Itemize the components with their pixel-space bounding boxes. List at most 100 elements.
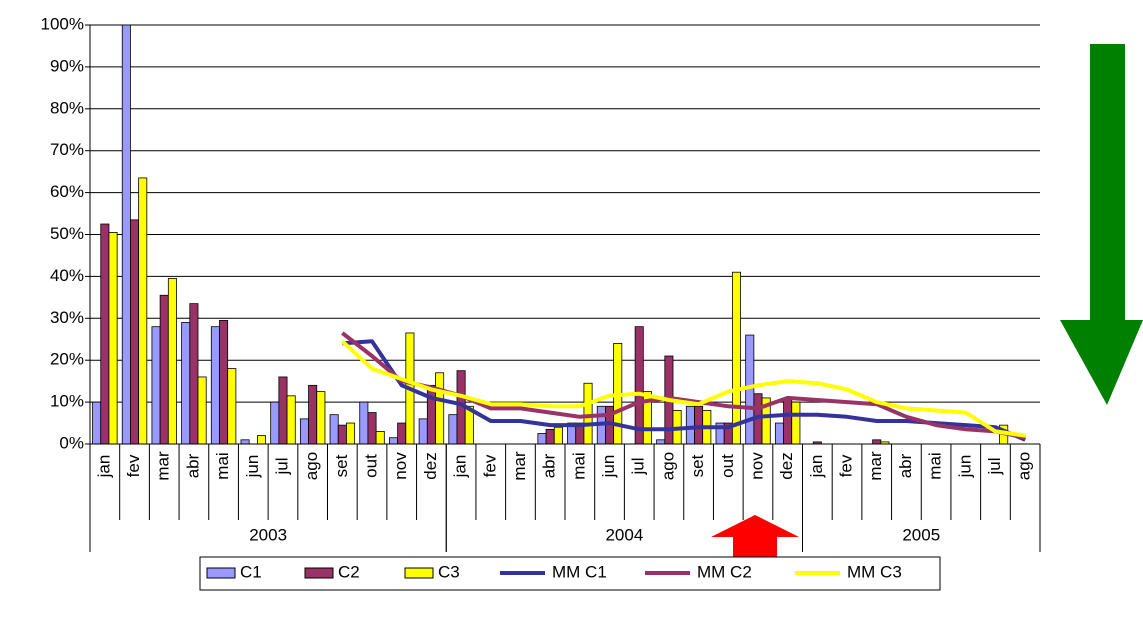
y-tick-label: 30%	[50, 308, 84, 327]
bar	[545, 428, 555, 445]
legend-label: MM C3	[847, 562, 902, 581]
bar	[189, 303, 199, 445]
x-tick-label: jul	[629, 457, 648, 475]
bar	[210, 326, 220, 445]
bar	[197, 376, 207, 445]
x-tick-label: jan	[451, 455, 470, 479]
bar	[583, 382, 593, 445]
x-tick-label: abr	[896, 453, 915, 478]
bar	[389, 437, 399, 445]
x-tick-label: nov	[747, 452, 766, 480]
x-tick-label: jan	[807, 455, 826, 479]
bar	[435, 372, 445, 445]
bar	[783, 397, 793, 445]
bar	[346, 422, 356, 445]
line	[341, 331, 1026, 440]
bar	[227, 368, 237, 445]
x-tick-label: jul	[985, 457, 1004, 475]
bar	[791, 401, 801, 445]
x-tick-label: ago	[658, 452, 677, 480]
bar	[108, 232, 118, 445]
bar	[167, 278, 177, 445]
green-arrow	[1060, 44, 1143, 405]
bar	[337, 424, 347, 445]
bar	[448, 414, 458, 445]
x-tick-label: abr	[540, 453, 559, 478]
bar	[367, 412, 377, 445]
legend-label: C2	[338, 562, 360, 581]
bar	[685, 405, 695, 445]
legend-label: C1	[240, 562, 262, 581]
x-tick-label: ago	[1015, 452, 1034, 480]
bar	[634, 326, 644, 445]
x-tick-label: abr	[183, 453, 202, 478]
x-tick-label: jun	[599, 455, 618, 479]
line	[340, 339, 1026, 438]
line	[342, 339, 1026, 442]
bar	[151, 326, 161, 445]
x-tick-label: set	[332, 454, 351, 477]
x-tick-label: dez	[777, 452, 796, 479]
x-tick-label: jun	[243, 455, 262, 479]
bar	[426, 384, 436, 445]
bar	[138, 177, 148, 445]
x-tick-label: mar	[510, 451, 529, 481]
legend-swatch	[404, 567, 434, 579]
y-tick-label: 80%	[50, 98, 84, 117]
bar	[656, 439, 666, 445]
bar	[92, 401, 102, 445]
x-tick-label: fev	[837, 454, 856, 477]
bar	[774, 422, 784, 445]
x-tick-label: nov	[391, 452, 410, 480]
bar	[872, 439, 882, 445]
legend-label: MM C2	[697, 562, 752, 581]
bar	[329, 414, 339, 445]
bar	[181, 322, 191, 445]
x-tick-label: jun	[955, 455, 974, 479]
bar	[418, 418, 428, 445]
legend-label: C3	[438, 562, 460, 581]
bar	[270, 401, 280, 445]
bar	[308, 384, 318, 445]
bar	[316, 391, 326, 445]
legend-label: MM C1	[552, 562, 607, 581]
bar	[359, 401, 369, 445]
x-tick-label: fev	[124, 454, 143, 477]
bar	[397, 422, 407, 445]
x-tick-label: jul	[272, 457, 291, 475]
y-tick-label: 0%	[59, 433, 84, 452]
x-tick-label: out	[718, 454, 737, 478]
bar	[375, 431, 385, 445]
x-tick-label: mai	[926, 452, 945, 479]
x-tick-label: ago	[302, 452, 321, 480]
group-label: 2003	[249, 525, 287, 544]
bar	[100, 223, 110, 445]
x-tick-label: mar	[154, 451, 173, 481]
y-tick-label: 100%	[41, 14, 84, 33]
bar	[731, 271, 741, 445]
bar	[256, 435, 266, 445]
x-tick-label: set	[688, 454, 707, 477]
bar	[278, 376, 288, 445]
bar	[299, 418, 309, 445]
x-tick-label: dez	[421, 452, 440, 479]
legend-swatch	[304, 567, 334, 579]
y-tick-label: 20%	[50, 350, 84, 369]
bar	[286, 395, 296, 445]
y-tick-label: 60%	[50, 182, 84, 201]
group-label: 2004	[605, 525, 643, 544]
bar	[159, 294, 169, 445]
y-tick-label: 40%	[50, 266, 84, 285]
bar	[219, 319, 229, 445]
bar	[537, 433, 547, 445]
y-tick-label: 10%	[50, 392, 84, 411]
x-tick-label: out	[362, 454, 381, 478]
x-tick-label: jan	[94, 455, 113, 479]
y-tick-label: 90%	[50, 56, 84, 75]
x-tick-label: mai	[569, 452, 588, 479]
legend-swatch	[206, 567, 236, 579]
bar	[553, 426, 563, 445]
bar	[240, 439, 250, 445]
bar	[121, 24, 131, 445]
